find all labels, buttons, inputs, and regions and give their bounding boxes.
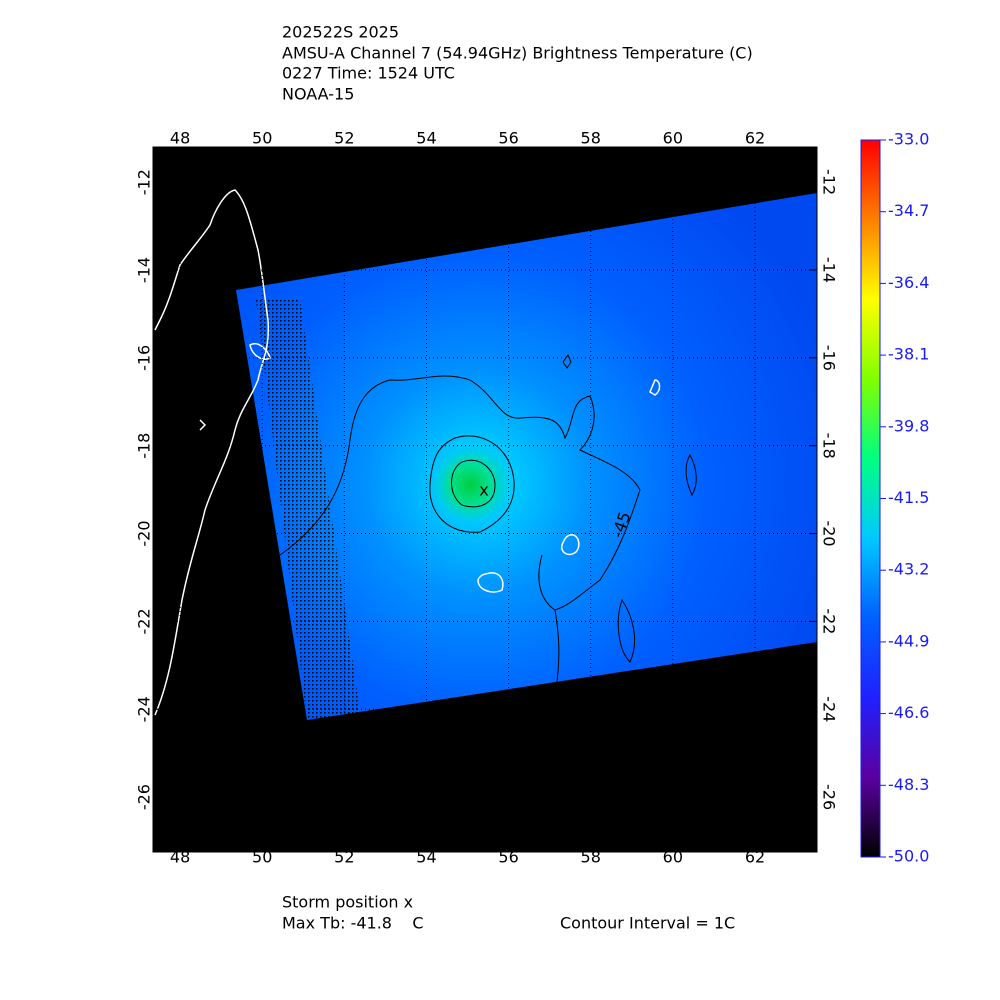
- colorbar-tick-label: -34.7: [888, 201, 929, 220]
- title-line: 202522S 2025: [282, 23, 399, 42]
- y-tick-label: -22: [820, 608, 839, 634]
- y-tick-label: -18: [135, 433, 154, 459]
- x-tick-label: 56: [498, 129, 518, 148]
- y-tick-label: -26: [820, 784, 839, 810]
- x-tick-label: 60: [663, 848, 683, 867]
- y-tick-label: -24: [135, 696, 154, 722]
- titles: 202522S 2025 AMSU-A Channel 7 (54.94GHz)…: [282, 23, 753, 104]
- x-tick-label: 58: [581, 129, 601, 148]
- grid: [153, 147, 817, 852]
- x-tick-label: 60: [663, 129, 683, 148]
- y-tick-label: -20: [820, 520, 839, 546]
- y-tick-label: -14: [820, 257, 839, 283]
- y-tick-label: -14: [135, 257, 154, 283]
- y-tick-label: -16: [135, 345, 154, 371]
- x-tick-label: 48: [170, 129, 190, 148]
- x-tick-label: 52: [334, 129, 354, 148]
- colorbar-ramp: [860, 139, 881, 858]
- x-tick-label: 52: [334, 848, 354, 867]
- title-line: AMSU-A Channel 7 (54.94GHz) Brightness T…: [282, 44, 753, 63]
- colorbar-tick-label: -50.0: [888, 847, 929, 866]
- colorbar-tick-label: -48.3: [888, 775, 929, 794]
- storm-core: [425, 440, 515, 530]
- footer: Storm position x Max Tb: -41.8 C Contour…: [282, 893, 735, 933]
- colorbar-tick-label: -44.9: [888, 631, 929, 650]
- coastline: [154, 189, 661, 716]
- colorbar-tick-label: -33.0: [888, 130, 929, 149]
- contours: [279, 353, 697, 691]
- swath: [236, 193, 817, 720]
- colorbar-tick-label: -39.8: [888, 416, 929, 435]
- y-tick-label: -20: [135, 520, 154, 546]
- x-tick-label: 62: [745, 848, 765, 867]
- footer-text: Max Tb: -41.8 C: [282, 914, 423, 933]
- colorbar: -33.0 -34.7 -36.4 -38.1 -39.8 -41.5 -43.2 -44.9…: [860, 130, 929, 866]
- x-tick-label: 54: [416, 129, 436, 148]
- footer-text: Contour Interval = 1C: [560, 914, 735, 933]
- title-line: 0227 Time: 1524 UTC: [282, 64, 455, 83]
- map-frame: [152, 146, 818, 853]
- map: x -45: [153, 147, 817, 852]
- x-tick-label: 50: [252, 129, 272, 148]
- y-tick-label: -18: [820, 433, 839, 459]
- x-tick-label: 58: [581, 848, 601, 867]
- storm-marker: x: [479, 481, 488, 500]
- y-tick-label: -26: [135, 784, 154, 810]
- x-tick-label: 56: [498, 848, 518, 867]
- title-line: NOAA-15: [282, 85, 354, 104]
- y-tick-label: -24: [820, 696, 839, 722]
- x-tick-label: 54: [416, 848, 436, 867]
- axes: 48 48 50 50 52 52 54 54 56 56 58 58 60 60 62 62 -12 -12 -1…: [135, 129, 839, 867]
- hatched-edge: [256, 300, 360, 720]
- x-tick-label: 62: [745, 129, 765, 148]
- colorbar-tick-label: -41.5: [888, 488, 929, 507]
- y-tick-label: -16: [820, 345, 839, 371]
- x-tick-label: 50: [252, 848, 272, 867]
- footer-text: Storm position x: [282, 893, 413, 912]
- colorbar-tick-label: -46.6: [888, 703, 929, 722]
- colorbar-tick-label: -36.4: [888, 273, 929, 292]
- colorbar-tick-label: -43.2: [888, 560, 929, 579]
- y-tick-label: -22: [135, 608, 154, 634]
- x-tick-label: 48: [170, 848, 190, 867]
- y-tick-label: -12: [820, 169, 839, 195]
- y-tick-label: -12: [135, 169, 154, 195]
- colorbar-tick-label: -38.1: [888, 345, 929, 364]
